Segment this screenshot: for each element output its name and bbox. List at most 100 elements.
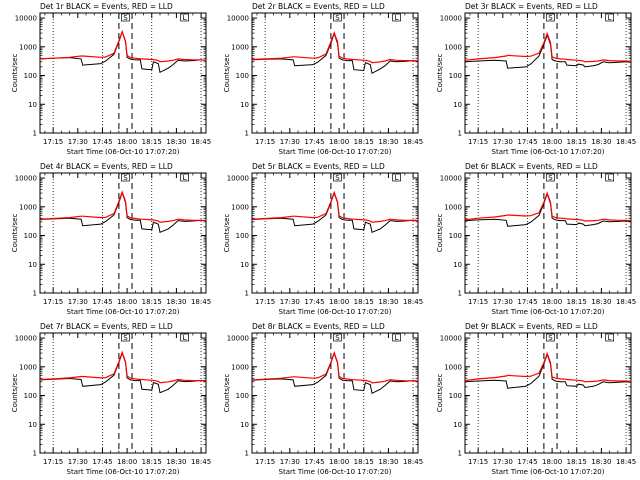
marker-label-s: S xyxy=(335,334,340,342)
series-lld-line xyxy=(39,190,207,223)
y-tick-label: 100 xyxy=(449,72,462,80)
y-tick-label: 1 xyxy=(33,130,37,138)
y-tick-label: 10000 xyxy=(227,15,249,23)
marker-label-s: S xyxy=(548,174,553,182)
x-tick-label: 17:30 xyxy=(493,458,513,466)
x-tick-label: 17:15 xyxy=(43,458,63,466)
chart-title: Det 3r BLACK = Events, RED = LLD xyxy=(465,2,598,11)
x-tick-label: 17:15 xyxy=(43,298,63,306)
x-tick-label: 18:30 xyxy=(378,298,398,306)
x-tick-label: 18:15 xyxy=(142,458,162,466)
marker-box xyxy=(333,333,342,342)
y-tick-label: 100 xyxy=(24,232,37,240)
y-tick-label: 10 xyxy=(28,261,37,269)
marker-label-l: L xyxy=(608,14,612,22)
marker-box xyxy=(605,173,614,182)
chart-title: Det 9r BLACK = Events, RED = LLD xyxy=(465,322,598,331)
y-tick-label: 10000 xyxy=(15,175,37,183)
x-tick-label: 18:30 xyxy=(378,138,398,146)
x-tick-label: 18:30 xyxy=(591,458,611,466)
y-tick-label: 10000 xyxy=(15,335,37,343)
series-events-line xyxy=(464,33,632,69)
marker-box xyxy=(392,333,401,342)
x-axis-label: Start Time (06-Oct-10 17:07:20) xyxy=(67,148,180,156)
y-tick-label: 1000 xyxy=(444,203,462,211)
x-tick-label: 18:45 xyxy=(191,458,211,466)
series-lld-line xyxy=(464,31,632,63)
plot-frame xyxy=(39,12,207,134)
x-tick-label: 18:00 xyxy=(117,298,137,306)
y-tick-label: 10 xyxy=(28,101,37,109)
y-tick-label: 1 xyxy=(458,450,462,458)
x-tick-label: 17:15 xyxy=(468,138,488,146)
series-events-line xyxy=(39,30,207,74)
x-axis-label: Start Time (06-Oct-10 17:07:20) xyxy=(279,308,392,316)
y-tick-label: 10000 xyxy=(440,335,462,343)
series-lld-line xyxy=(39,29,207,63)
x-tick-label: 17:30 xyxy=(280,138,300,146)
chart-title: Det 2r BLACK = Events, RED = LLD xyxy=(252,2,385,11)
y-tick-label: 10 xyxy=(453,261,462,269)
y-tick-label: 1 xyxy=(33,290,37,298)
marker-label-l: L xyxy=(395,14,399,22)
plot-frame xyxy=(39,332,207,454)
series-events-line xyxy=(39,191,207,233)
x-tick-label: 17:15 xyxy=(255,298,275,306)
x-tick-label: 17:45 xyxy=(304,138,324,146)
marker-label-s: S xyxy=(123,14,128,22)
x-tick-label: 17:45 xyxy=(517,138,537,146)
x-tick-label: 17:45 xyxy=(517,298,537,306)
x-tick-label: 17:30 xyxy=(68,458,88,466)
x-tick-label: 17:30 xyxy=(493,298,513,306)
chart-panel-6: Det 6r BLACK = Events, RED = LLD 1 10 100 10… xyxy=(436,162,636,316)
x-tick-label: 17:15 xyxy=(468,458,488,466)
x-tick-label: 17:45 xyxy=(517,458,537,466)
y-tick-label: 1000 xyxy=(231,43,249,51)
plot-frame xyxy=(251,12,419,134)
x-tick-label: 18:00 xyxy=(542,138,562,146)
y-tick-label: 1 xyxy=(458,290,462,298)
chart-title: Det 6r BLACK = Events, RED = LLD xyxy=(465,162,598,171)
chart-title: Det 7r BLACK = Events, RED = LLD xyxy=(40,322,173,331)
x-tick-label: 18:00 xyxy=(329,298,349,306)
series-events-line xyxy=(464,192,632,227)
y-axis-label: Counts/sec xyxy=(11,214,19,253)
y-tick-label: 1000 xyxy=(19,203,37,211)
x-tick-label: 18:30 xyxy=(591,298,611,306)
y-tick-label: 100 xyxy=(236,392,249,400)
x-axis-label: Start Time (06-Oct-10 17:07:20) xyxy=(67,308,180,316)
marker-box xyxy=(392,173,401,182)
y-tick-label: 10 xyxy=(240,261,249,269)
marker-box xyxy=(392,13,401,22)
x-tick-label: 18:15 xyxy=(567,138,587,146)
series-events-line xyxy=(251,191,419,233)
x-tick-label: 17:30 xyxy=(68,298,88,306)
plot-frame xyxy=(251,172,419,294)
y-tick-label: 10000 xyxy=(440,15,462,23)
x-tick-label: 17:15 xyxy=(255,138,275,146)
chart-panel-5: Det 5r BLACK = Events, RED = LLD 1 10 100 10… xyxy=(223,162,423,316)
marker-box xyxy=(121,173,130,182)
y-tick-label: 1 xyxy=(33,450,37,458)
marker-box xyxy=(180,333,189,342)
plot-frame xyxy=(39,172,207,294)
y-tick-label: 1 xyxy=(245,130,249,138)
x-tick-label: 17:15 xyxy=(43,138,63,146)
x-tick-label: 18:15 xyxy=(142,138,162,146)
series-lld-line xyxy=(464,351,632,383)
series-events-line xyxy=(251,31,419,75)
y-tick-label: 10 xyxy=(240,101,249,109)
marker-box xyxy=(121,333,130,342)
marker-label-s: S xyxy=(123,174,128,182)
marker-label-l: L xyxy=(183,174,187,182)
chart-title: Det 8r BLACK = Events, RED = LLD xyxy=(252,322,385,331)
x-tick-label: 17:45 xyxy=(92,458,112,466)
marker-label-l: L xyxy=(395,174,399,182)
x-tick-label: 18:30 xyxy=(166,138,186,146)
y-tick-label: 10000 xyxy=(440,175,462,183)
y-tick-label: 1 xyxy=(245,450,249,458)
plot-frame xyxy=(464,12,632,134)
y-tick-label: 100 xyxy=(449,392,462,400)
